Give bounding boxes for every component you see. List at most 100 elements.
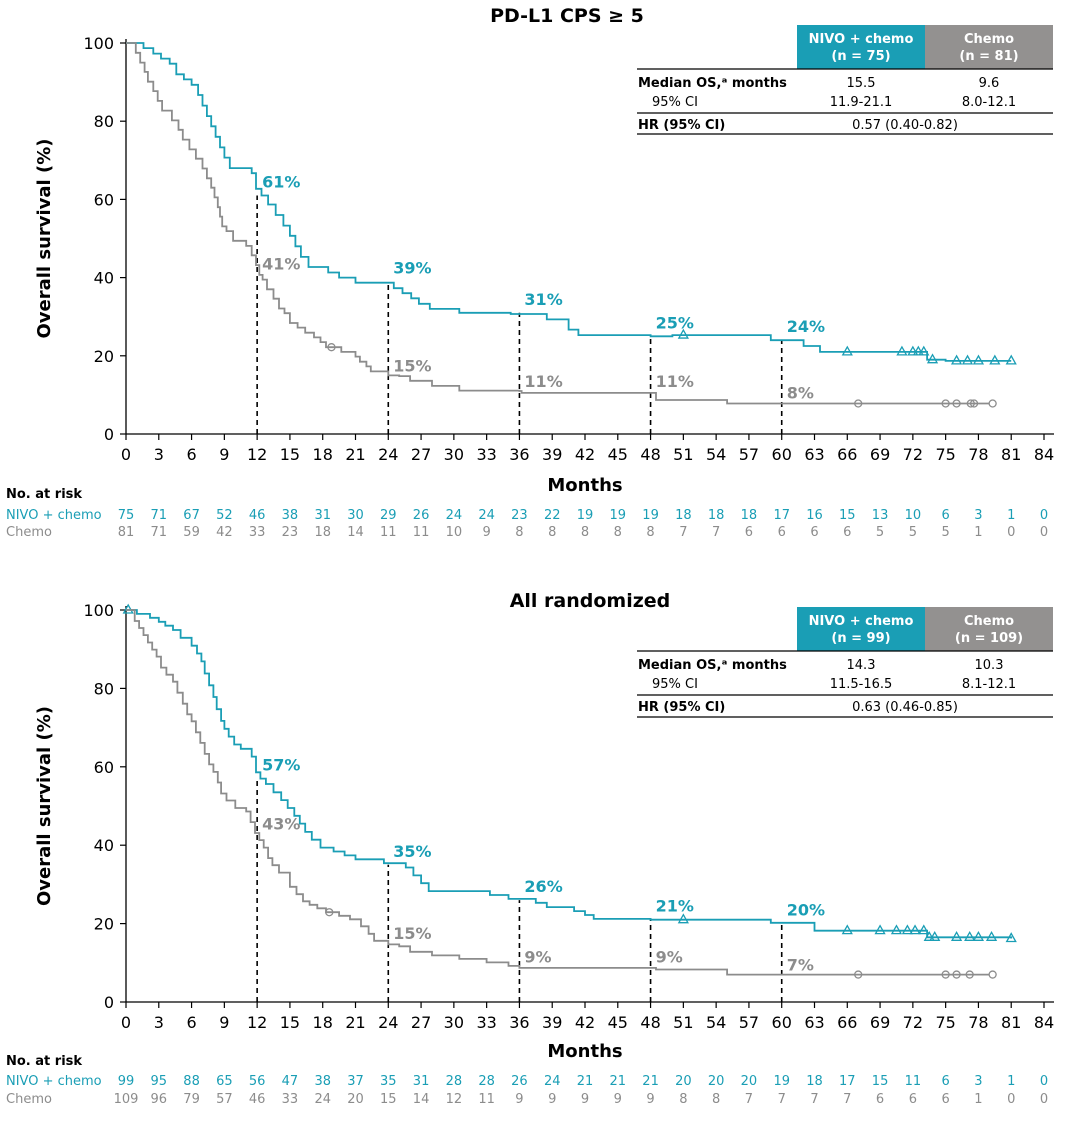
x-tick-label: 54 xyxy=(706,1013,726,1032)
at-risk-nivo-value: 18 xyxy=(675,508,692,523)
at-risk-nivo-value: 21 xyxy=(577,1074,594,1089)
x-tick-label: 39 xyxy=(542,1013,562,1032)
chemo-landmark-label: 15% xyxy=(393,924,431,943)
nivo-landmark-label: 25% xyxy=(656,313,694,332)
at-risk-nivo-value: 18 xyxy=(806,1074,823,1089)
y-tick-label: 80 xyxy=(94,112,114,131)
at-risk-nivo-value: 71 xyxy=(151,508,168,523)
at-risk-nivo-value: 20 xyxy=(741,1074,758,1089)
at-risk-nivo-value: 28 xyxy=(478,1074,495,1089)
nivo-landmark-label: 35% xyxy=(393,842,431,861)
at-risk-chemo-value: 42 xyxy=(216,525,233,540)
chemo-censor-marker xyxy=(966,399,975,408)
x-tick-label: 36 xyxy=(509,445,529,464)
x-tick-label: 42 xyxy=(575,1013,595,1032)
chemo-censor-marker xyxy=(854,970,863,979)
nivo-censor-marker xyxy=(929,930,941,941)
at-risk-chemo-value: 79 xyxy=(183,1092,200,1107)
at-risk-chemo-value: 5 xyxy=(942,525,950,540)
chemo-censor-marker xyxy=(952,970,961,979)
chemo-censor-marker xyxy=(965,970,974,979)
nivo-header-label: NIVO + chemo xyxy=(809,32,914,47)
x-tick-label: 51 xyxy=(673,1013,693,1032)
at-risk-chemo-value: 12 xyxy=(446,1092,463,1107)
at-risk-chemo-value: 24 xyxy=(314,1092,331,1107)
at-risk-nivo-value: 30 xyxy=(347,508,364,523)
x-tick-label: 48 xyxy=(640,1013,660,1032)
at-risk-nivo-value: 46 xyxy=(249,508,266,523)
x-tick-label: 75 xyxy=(935,1013,955,1032)
at-risk-chemo-value: 7 xyxy=(745,1092,753,1107)
nivo-censor-marker xyxy=(918,345,930,356)
at-risk-nivo-value: 31 xyxy=(314,508,331,523)
x-tick-label: 24 xyxy=(378,1013,398,1032)
chemo-header-n: (n = 109) xyxy=(955,631,1023,646)
at-risk-nivo-value: 15 xyxy=(872,1074,889,1089)
nivo-censor-marker xyxy=(912,345,924,356)
at-risk-chemo-value: 33 xyxy=(249,525,266,540)
y-tick-label: 20 xyxy=(94,915,114,934)
x-tick-label: 63 xyxy=(804,445,824,464)
x-tick-label: 0 xyxy=(121,1013,131,1032)
at-risk-chemo-value: 14 xyxy=(347,525,364,540)
at-risk-chemo-value: 9 xyxy=(515,1092,523,1107)
at-risk-chemo-value: 8 xyxy=(712,1092,720,1107)
x-tick-label: 54 xyxy=(706,445,726,464)
x-tick-label: 6 xyxy=(186,1013,196,1032)
at-risk-chemo-value: 6 xyxy=(843,525,851,540)
median-os-chemo: 10.3 xyxy=(975,658,1004,673)
at-risk-chemo-value: 6 xyxy=(810,525,818,540)
panel-title: PD-L1 CPS ≥ 5 xyxy=(490,5,644,27)
nivo-header-cell xyxy=(797,607,925,651)
at-risk-nivo-value: 75 xyxy=(118,508,135,523)
x-tick-label: 81 xyxy=(1001,1013,1021,1032)
nivo-censor-marker xyxy=(841,924,853,935)
x-tick-label: 66 xyxy=(837,1013,857,1032)
x-tick-label: 45 xyxy=(608,1013,628,1032)
nivo-censor-marker xyxy=(950,930,963,941)
at-risk-chemo-value: 1 xyxy=(974,525,982,540)
y-tick-label: 60 xyxy=(94,758,114,777)
x-tick-label: 36 xyxy=(509,1013,529,1032)
at-risk-chemo-value: 5 xyxy=(876,525,884,540)
nivo-landmark-label: 21% xyxy=(656,897,694,916)
at-risk-chemo-value: 7 xyxy=(810,1092,818,1107)
x-tick-label: 3 xyxy=(154,445,164,464)
y-tick-label: 0 xyxy=(104,993,114,1012)
at-risk-nivo-value: 11 xyxy=(905,1074,922,1089)
hr-label: HR (95% CI) xyxy=(638,118,725,133)
x-tick-label: 60 xyxy=(772,1013,792,1032)
at-risk-nivo-value: 13 xyxy=(872,508,889,523)
chemo-censor-marker xyxy=(854,399,863,408)
nivo-censor-marker xyxy=(972,930,985,941)
summary-table: NIVO + chemo (n = 99) Chemo (n = 109) Median… xyxy=(637,607,1053,718)
chemo-censor-marker xyxy=(327,343,336,352)
chemo-censor-marker xyxy=(988,399,997,408)
ci-chemo: 8.1-12.1 xyxy=(962,677,1016,692)
chemo-censor-marker xyxy=(969,399,979,408)
at-risk-chemo-value: 8 xyxy=(581,525,589,540)
x-tick-label: 15 xyxy=(280,1013,300,1032)
nivo-censor-marker xyxy=(923,930,935,941)
at-risk-chemo-value: 9 xyxy=(548,1092,556,1107)
x-axis-title: Months xyxy=(547,475,622,496)
nivo-censor-marker xyxy=(1005,932,1017,943)
nivo-censor-marker xyxy=(122,603,134,614)
x-tick-label: 27 xyxy=(411,445,431,464)
at-risk-chemo-value: 15 xyxy=(380,1092,397,1107)
x-tick-label: 12 xyxy=(247,445,267,464)
hr-value: 0.57 (0.40-0.82) xyxy=(852,118,958,133)
x-tick-label: 69 xyxy=(870,445,890,464)
at-risk-nivo-value: 22 xyxy=(544,508,561,523)
nivo-censor-marker xyxy=(918,924,930,935)
ci-label: 95% CI xyxy=(652,677,698,692)
chemo-landmark-label: 9% xyxy=(656,948,683,967)
at-risk-chemo-value: 7 xyxy=(679,525,687,540)
median-os-chemo: 9.6 xyxy=(979,76,1000,91)
x-tick-label: 0 xyxy=(121,445,131,464)
at-risk-header: No. at risk xyxy=(6,487,82,502)
x-tick-label: 45 xyxy=(608,445,628,464)
chemo-landmark-label: 41% xyxy=(262,255,300,274)
y-tick-label: 40 xyxy=(94,269,114,288)
